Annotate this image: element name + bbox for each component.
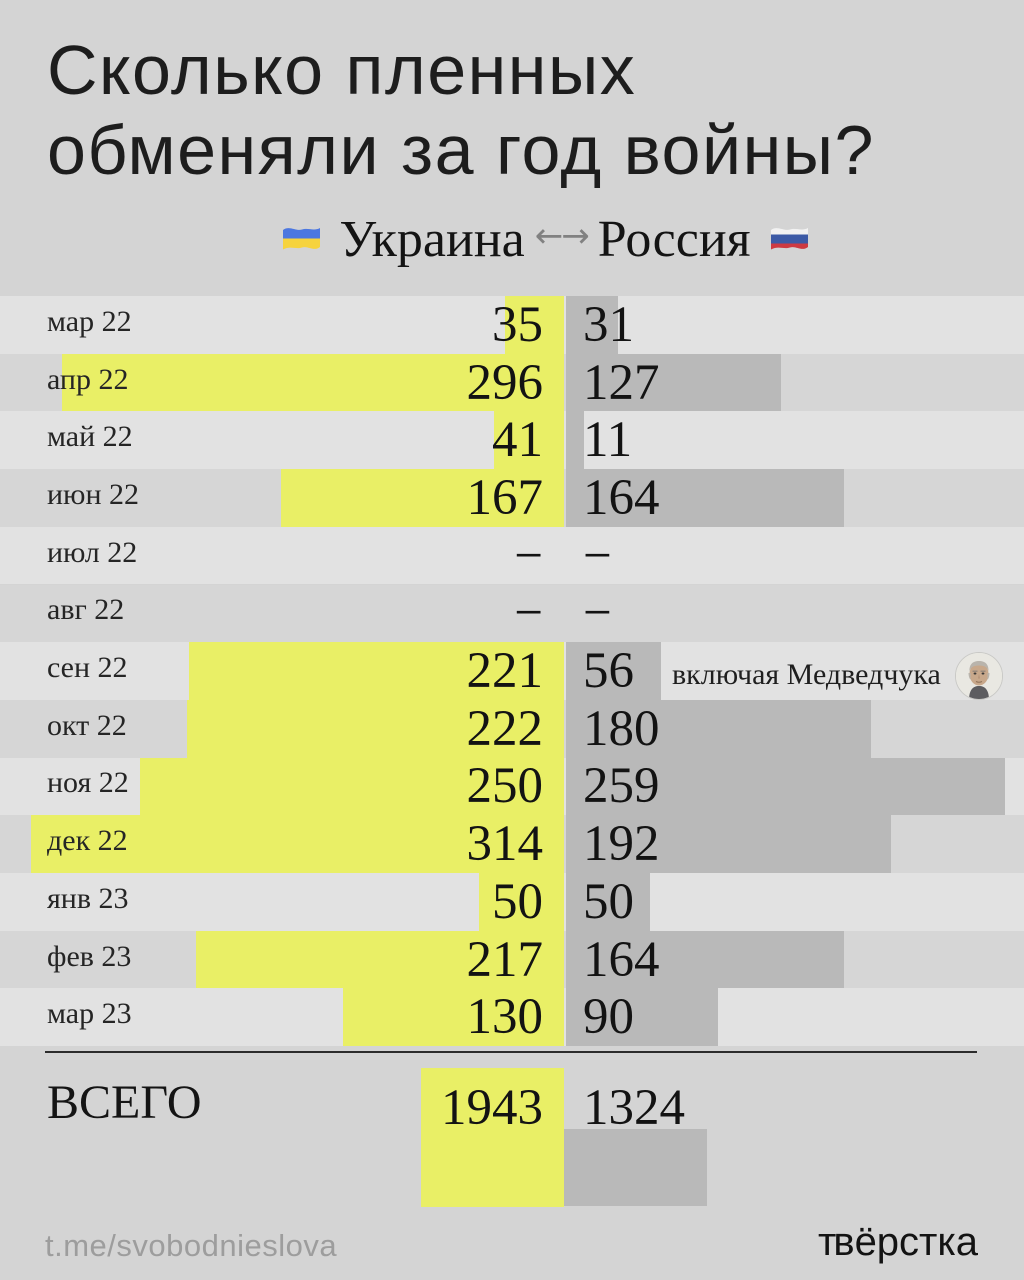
- russia-value: −: [583, 585, 612, 642]
- russia-value: 50: [583, 873, 634, 930]
- ukraine-bar: [280, 469, 564, 527]
- month-label: ноя 22: [47, 766, 129, 800]
- ukraine-bar: [188, 642, 564, 700]
- russia-value: 259: [583, 758, 660, 815]
- ukraine-value: 50: [492, 873, 543, 930]
- legend-left-label: Украина: [339, 210, 525, 268]
- ukraine-value: 314: [466, 816, 544, 873]
- medvedchuk-note: включая Медведчука: [672, 658, 941, 692]
- month-label: дек 22: [47, 824, 128, 858]
- russia-value: 180: [583, 700, 660, 757]
- month-label: янв 23: [47, 881, 129, 915]
- ukraine-bar: [494, 411, 564, 470]
- russia-bar: [565, 411, 585, 470]
- russia-value: 56: [583, 643, 634, 700]
- total-russia-block: [564, 1129, 707, 1206]
- chart-legend: Украина ←→ Россия: [33, 210, 1024, 268]
- ukraine-bar: [504, 296, 564, 354]
- month-label: май 22: [47, 420, 133, 454]
- verstka-logo: твёрстка: [818, 1222, 978, 1262]
- russia-value: 192: [583, 816, 660, 873]
- chart-row-окт-22: окт 22 222 180: [0, 699, 1024, 758]
- ukraine-bar: [61, 353, 564, 412]
- chart-row-апр-22: апр 22 296 127: [0, 353, 1024, 412]
- russia-value: 90: [583, 989, 634, 1046]
- verstka-logo-t: т: [817, 1220, 836, 1264]
- ukraine-value: 130: [466, 989, 544, 1046]
- ukraine-value: 250: [466, 758, 544, 815]
- total-ukraine-block: [421, 1068, 564, 1207]
- russia-value: −: [583, 527, 612, 584]
- month-label: фев 23: [47, 939, 132, 973]
- russia-bar: [565, 296, 619, 354]
- russia-bar: [565, 353, 782, 412]
- chart-row-июл-22: июл 22 − −: [0, 526, 1024, 585]
- medvedchuk-photo: [955, 652, 1003, 701]
- month-label: июн 22: [47, 477, 140, 511]
- russia-value: 11: [583, 412, 633, 469]
- ukraine-bar: [139, 757, 564, 816]
- total-divider-line: [45, 1051, 977, 1053]
- russia-bar: [565, 757, 1006, 816]
- month-label: мар 22: [47, 304, 132, 338]
- ukraine-value: 222: [466, 700, 544, 757]
- verstka-logo-rest: вёрстка: [833, 1220, 978, 1264]
- month-label: сен 22: [47, 651, 128, 685]
- chart-row-май-22: май 22 41 11: [0, 411, 1024, 470]
- chart-row-июн-22: июн 22 167 164: [0, 469, 1024, 527]
- total-label: ВСЕГО: [47, 1076, 202, 1129]
- month-label: авг 22: [47, 593, 125, 627]
- ukraine-value: 221: [466, 643, 544, 700]
- ukraine-value: 217: [466, 931, 544, 988]
- ukraine-bar: [195, 930, 564, 989]
- total-ukraine-value: 1943: [441, 1080, 543, 1136]
- russia-bar: [565, 930, 844, 989]
- ukraine-bar: [343, 988, 564, 1047]
- russia-bar: [565, 699, 872, 758]
- chart-row-мар-22: мар 22 35 31: [0, 296, 1024, 354]
- russia-bar: [565, 873, 651, 931]
- page-title-line2: обменяли за год войны?: [47, 111, 875, 189]
- russia-value: 31: [583, 296, 634, 353]
- ukraine-value: 41: [492, 412, 543, 469]
- chart-row-ноя-22: ноя 22 250 259: [0, 757, 1024, 816]
- ukraine-value: 296: [466, 354, 544, 411]
- month-label: окт 22: [47, 708, 127, 742]
- russia-bar: [565, 988, 719, 1047]
- telegram-channel-link[interactable]: t.me/svobodnieslova: [45, 1228, 338, 1263]
- russia-value: 164: [583, 469, 660, 526]
- russia-bar: [565, 642, 661, 700]
- ukraine-bar: [479, 873, 564, 931]
- chart-row-дек-22: дек 22 314 192: [0, 815, 1024, 873]
- russia-value: 164: [583, 931, 660, 988]
- russia-value: 127: [583, 354, 660, 411]
- chart-row-мар-23: мар 23 130 90: [0, 988, 1024, 1047]
- russia-bar: [565, 815, 892, 873]
- page-title: Сколько пленных обменяли за год войны?: [47, 30, 987, 190]
- month-label: июл 22: [47, 535, 138, 569]
- chart-row-авг-22: авг 22 − −: [0, 584, 1024, 643]
- chart-row-янв-23: янв 23 50 50: [0, 873, 1024, 931]
- russia-bar: [565, 469, 844, 527]
- ukraine-value: −: [514, 527, 543, 584]
- total-russia-value: 1324: [583, 1080, 685, 1136]
- ukraine-bar: [30, 815, 564, 873]
- ukraine-flag-icon: [283, 228, 321, 250]
- chart-row-фев-23: фев 23 217 164: [0, 930, 1024, 989]
- month-label: мар 23: [47, 997, 132, 1031]
- ukraine-value: −: [514, 585, 543, 642]
- chart-row-сен-22: сен 22 221 56 включая Медведчука: [0, 642, 1024, 701]
- ukraine-bar: [187, 699, 564, 758]
- legend-right-label: Россия: [597, 210, 751, 268]
- page-title-line1: Сколько пленных: [47, 31, 637, 109]
- month-label: апр 22: [47, 362, 129, 396]
- ukraine-value: 35: [492, 296, 543, 353]
- exchange-arrows-icon: ←→: [534, 216, 590, 256]
- russia-flag-icon: [770, 228, 808, 250]
- ukraine-value: 167: [466, 469, 544, 526]
